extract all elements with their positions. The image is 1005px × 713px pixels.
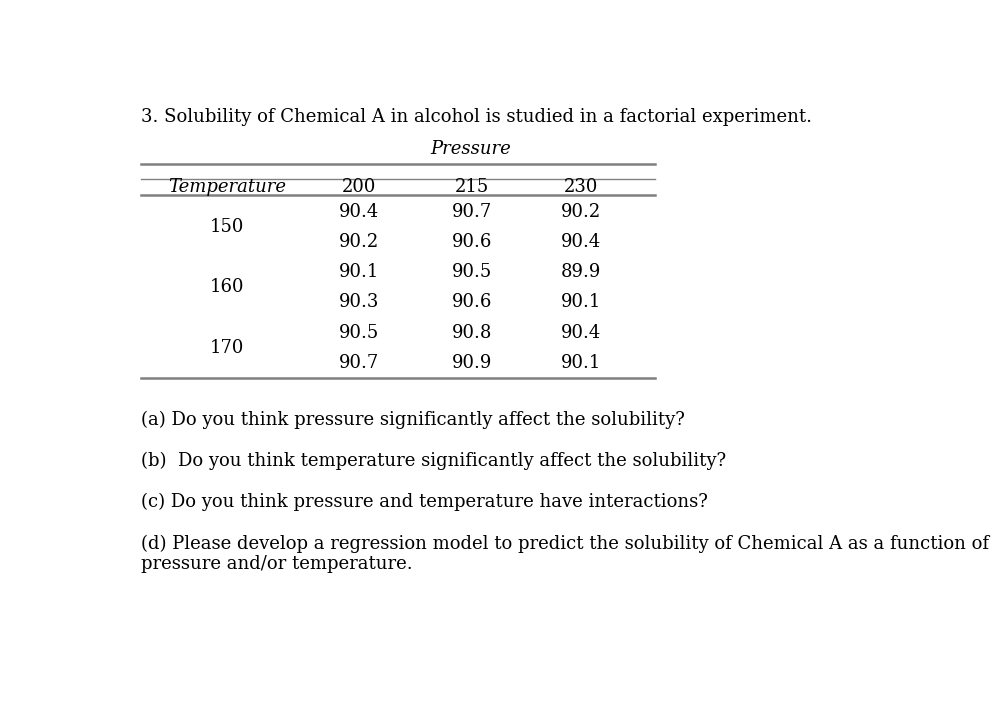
Text: 160: 160 (210, 278, 244, 297)
Text: 90.2: 90.2 (561, 202, 601, 221)
Text: 90.3: 90.3 (339, 294, 380, 312)
Text: 90.5: 90.5 (452, 263, 492, 281)
Text: 200: 200 (342, 178, 377, 196)
Text: (d) Please develop a regression model to predict the solubility of Chemical A as: (d) Please develop a regression model to… (141, 534, 989, 573)
Text: 90.6: 90.6 (452, 294, 492, 312)
Text: 90.4: 90.4 (561, 324, 601, 342)
Text: (c) Do you think pressure and temperature have interactions?: (c) Do you think pressure and temperatur… (141, 493, 709, 511)
Text: Pressure: Pressure (430, 140, 511, 158)
Text: 90.9: 90.9 (452, 354, 492, 371)
Text: 90.7: 90.7 (452, 202, 492, 221)
Text: 215: 215 (455, 178, 489, 196)
Text: 90.1: 90.1 (339, 263, 380, 281)
Text: 90.6: 90.6 (452, 233, 492, 251)
Text: 90.8: 90.8 (452, 324, 492, 342)
Text: 150: 150 (210, 218, 244, 236)
Text: (b)  Do you think temperature significantly affect the solubility?: (b) Do you think temperature significant… (141, 452, 727, 471)
Text: 90.4: 90.4 (339, 202, 380, 221)
Text: Temperature: Temperature (168, 178, 285, 196)
Text: (a) Do you think pressure significantly affect the solubility?: (a) Do you think pressure significantly … (141, 411, 685, 429)
Text: 90.5: 90.5 (339, 324, 380, 342)
Text: 90.1: 90.1 (561, 354, 601, 371)
Text: 90.2: 90.2 (339, 233, 380, 251)
Text: 89.9: 89.9 (561, 263, 601, 281)
Text: 170: 170 (210, 339, 244, 356)
Text: 230: 230 (564, 178, 598, 196)
Text: 90.4: 90.4 (561, 233, 601, 251)
Text: 90.7: 90.7 (339, 354, 380, 371)
Text: 90.1: 90.1 (561, 294, 601, 312)
Text: 3. Solubility of Chemical A in alcohol is studied in a factorial experiment.: 3. Solubility of Chemical A in alcohol i… (141, 108, 812, 125)
